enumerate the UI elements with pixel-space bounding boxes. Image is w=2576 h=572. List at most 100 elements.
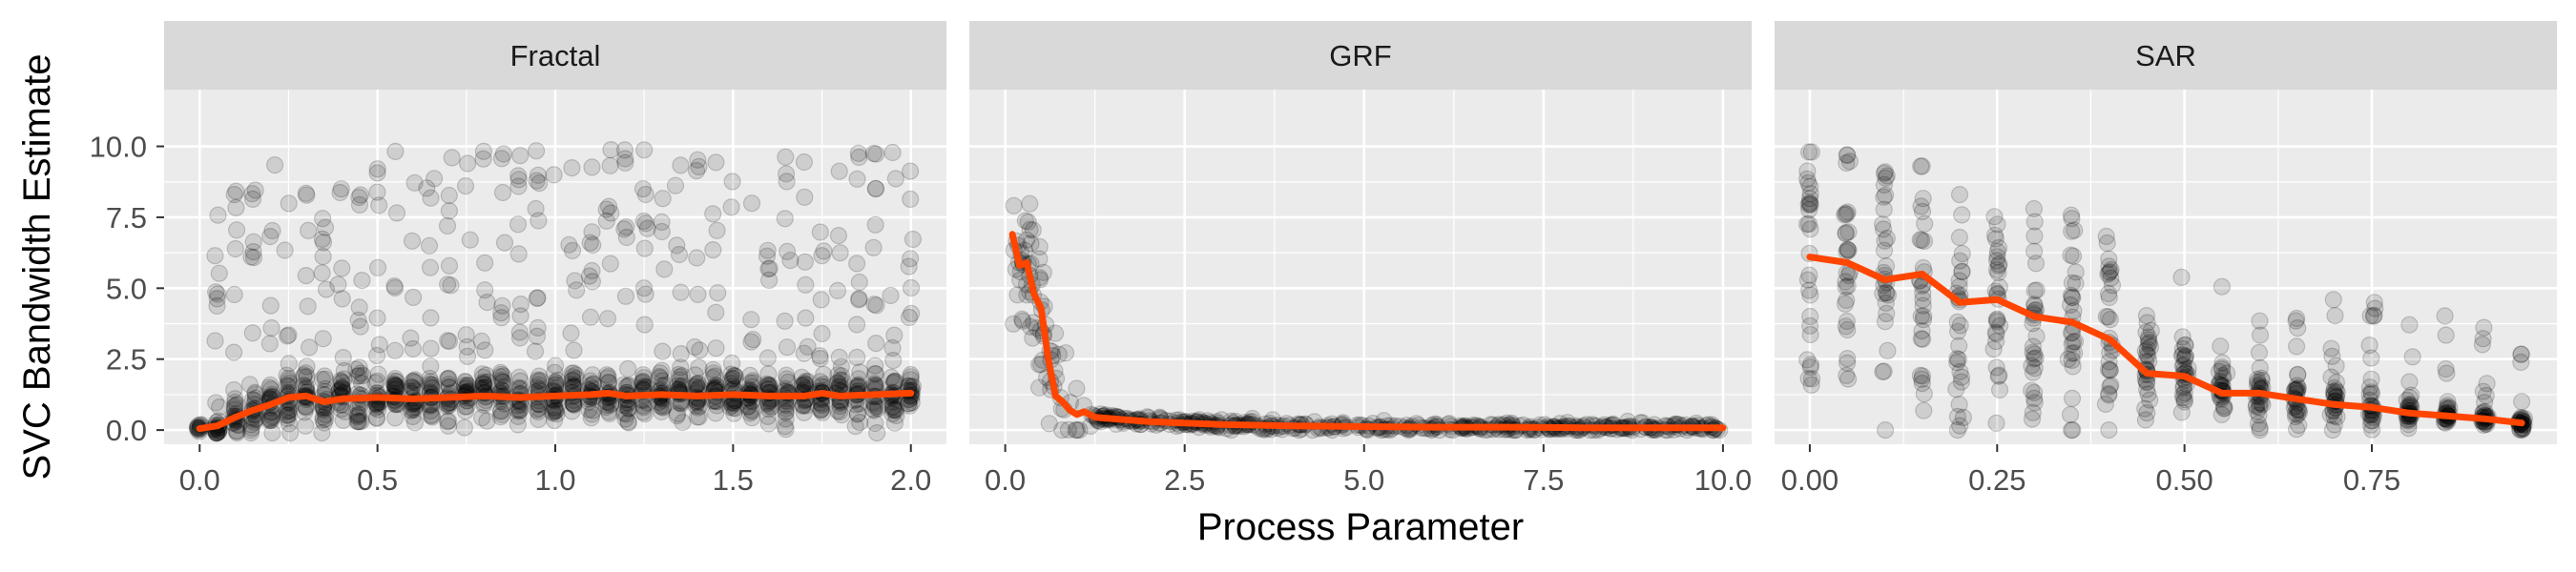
x-tick-label-fractal-1: 0.5 <box>357 463 398 497</box>
data-point <box>349 408 367 426</box>
data-point <box>510 400 530 419</box>
data-point <box>560 235 578 254</box>
data-point <box>866 357 884 375</box>
data-point <box>867 335 885 353</box>
data-point <box>851 363 869 381</box>
data-point <box>298 368 316 386</box>
data-point <box>1040 415 1058 433</box>
data-point <box>386 377 405 395</box>
data-point <box>776 312 794 330</box>
data-point <box>529 289 547 307</box>
data-point <box>636 214 654 233</box>
data-point <box>280 369 298 387</box>
data-point <box>672 358 690 377</box>
data-point <box>742 194 761 213</box>
data-point <box>616 153 634 172</box>
data-point <box>350 406 368 424</box>
data-point <box>228 422 246 440</box>
data-point <box>779 373 798 391</box>
y-tick-label-1: 2.5 <box>106 343 147 377</box>
data-point <box>847 316 866 334</box>
data-point <box>848 404 867 422</box>
data-point <box>421 375 439 393</box>
data-point <box>2139 328 2158 346</box>
x-tick-label-grf-0: 0.0 <box>985 463 1026 497</box>
data-point <box>544 402 562 420</box>
data-point <box>707 303 725 321</box>
data-point <box>868 424 886 442</box>
data-point <box>865 401 883 419</box>
data-point <box>671 371 689 389</box>
data-point <box>864 144 883 163</box>
data-point <box>686 366 704 384</box>
data-point <box>902 304 921 322</box>
data-point <box>901 250 920 268</box>
data-point <box>706 404 725 422</box>
data-point <box>777 402 795 420</box>
data-point <box>2403 348 2421 366</box>
data-point <box>2400 373 2419 391</box>
data-point <box>474 375 492 393</box>
data-point <box>313 424 331 442</box>
data-point <box>617 405 635 423</box>
data-point <box>225 380 243 399</box>
data-point <box>2067 263 2085 281</box>
data-point <box>456 402 474 420</box>
data-point <box>492 309 510 327</box>
data-point <box>493 373 511 391</box>
data-point <box>206 247 224 265</box>
data-point <box>689 398 707 417</box>
data-point <box>2174 378 2192 398</box>
data-point <box>1839 370 1858 388</box>
data-point <box>476 254 494 272</box>
data-point <box>864 400 883 419</box>
data-point <box>443 149 461 167</box>
data-point <box>1874 362 1892 381</box>
data-point <box>280 415 299 433</box>
data-point <box>2400 316 2419 334</box>
data-point <box>422 358 440 376</box>
data-point <box>491 363 509 381</box>
data-point <box>529 166 548 184</box>
data-point <box>704 360 722 378</box>
data-point <box>759 365 778 383</box>
data-point <box>797 372 815 391</box>
data-point <box>352 375 371 393</box>
data-point <box>1802 376 1820 394</box>
data-point <box>242 416 260 434</box>
data-point <box>885 326 904 344</box>
data-point <box>846 418 864 436</box>
data-point <box>352 413 370 431</box>
data-point <box>707 339 725 358</box>
data-point <box>601 255 619 273</box>
data-point <box>421 369 439 388</box>
data-point <box>1950 272 1968 290</box>
data-point <box>226 393 244 412</box>
data-point <box>1004 315 1023 333</box>
data-point <box>405 374 424 392</box>
data-point <box>704 205 722 223</box>
data-point <box>474 375 493 393</box>
data-point <box>456 177 475 195</box>
data-point <box>347 360 365 378</box>
data-point <box>457 326 475 344</box>
data-point <box>634 180 653 198</box>
data-point <box>707 153 725 172</box>
data-point <box>651 364 670 382</box>
data-point <box>635 239 654 257</box>
data-point <box>530 212 548 230</box>
data-point <box>509 416 528 434</box>
data-point <box>581 234 599 252</box>
data-point <box>867 145 885 163</box>
data-point <box>299 297 317 316</box>
data-point <box>529 373 548 391</box>
y-tick-label-4: 10.0 <box>90 131 147 164</box>
data-point <box>597 212 615 230</box>
data-point <box>830 162 848 180</box>
grid-fractal <box>164 90 946 444</box>
data-point <box>225 343 243 361</box>
data-point <box>317 379 335 398</box>
data-point <box>2326 307 2344 325</box>
data-point <box>314 411 332 429</box>
data-point <box>636 285 654 303</box>
